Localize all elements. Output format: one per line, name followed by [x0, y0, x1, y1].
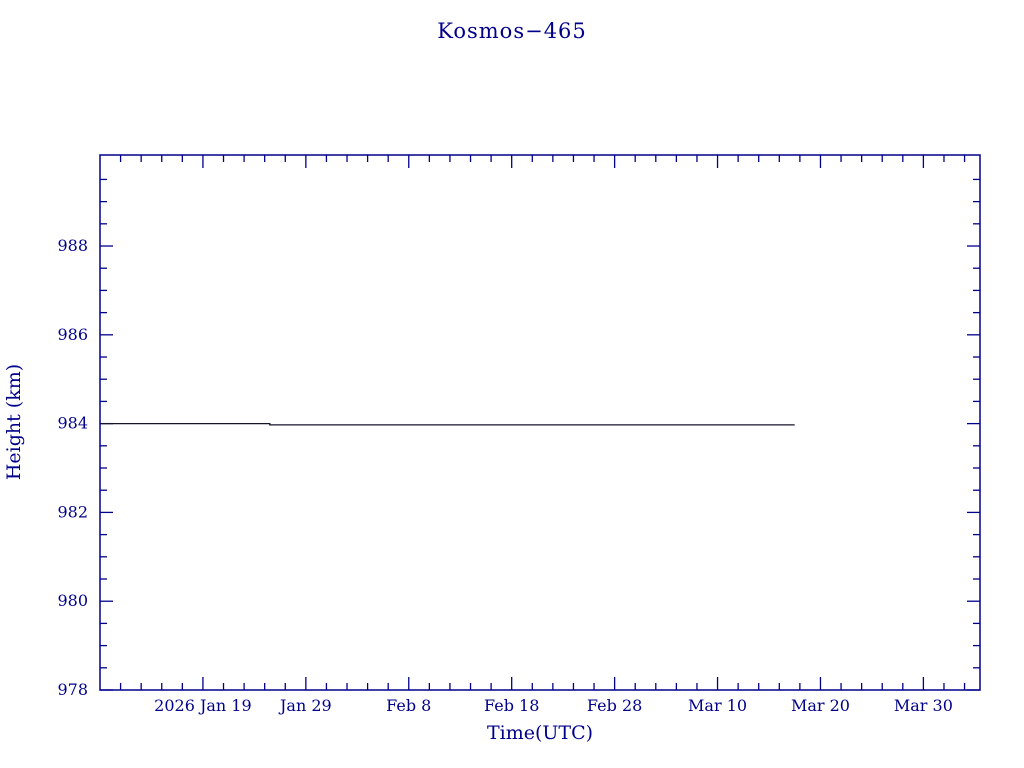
- x-tick-label: Feb 18: [484, 696, 539, 715]
- y-tick-label: 986: [57, 325, 88, 344]
- y-tick-label: 982: [57, 502, 88, 521]
- x-tick-label: Jan 29: [278, 696, 332, 715]
- x-tick-label: Feb 8: [386, 696, 431, 715]
- x-tick-label: Mar 20: [791, 696, 850, 715]
- chart-title: Kosmos−465: [437, 19, 587, 43]
- axis-ticks: 2026 Jan 19 Jan 29 Feb 8 Feb 18 Feb 28 Mar 10…: [57, 155, 980, 715]
- x-tick-label: 2026 Jan 19: [154, 696, 252, 715]
- axes-frame: [99, 154, 981, 691]
- x-tick-label: Feb 28: [587, 696, 642, 715]
- x-tick-label: Mar 10: [688, 696, 747, 715]
- x-tick-label: Mar 30: [894, 696, 953, 715]
- x-axis-label: Time(UTC): [487, 722, 593, 744]
- data-series: [100, 422, 795, 426]
- y-axis-label: Height (km): [3, 364, 25, 480]
- y-tick-label: 978: [57, 680, 88, 699]
- height-line: [100, 422, 795, 426]
- plot-frame: [99, 154, 981, 691]
- y-tick-label: 980: [57, 591, 88, 610]
- y-tick-label: 988: [57, 236, 88, 255]
- y-tick-label: 984: [57, 414, 88, 433]
